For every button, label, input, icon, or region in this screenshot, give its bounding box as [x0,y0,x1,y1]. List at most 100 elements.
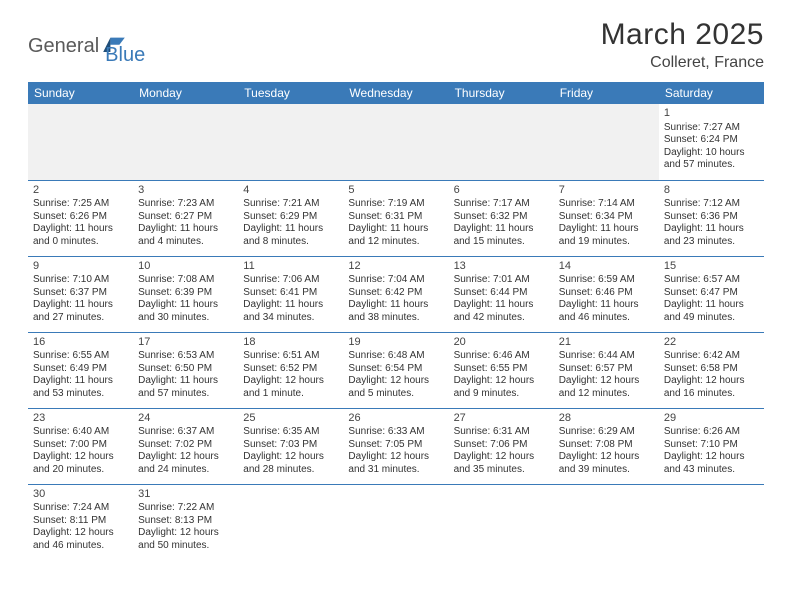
sunrise-line: Sunrise: 7:23 AM [138,198,233,211]
calendar-table: Sunday Monday Tuesday Wednesday Thursday… [28,82,764,560]
sunrise-line: Sunrise: 7:08 AM [138,274,233,287]
day-number: 23 [33,412,128,426]
sunset-line: Sunset: 6:29 PM [243,211,338,224]
daylight-line: Daylight: 12 hours and 50 minutes. [138,527,233,552]
sunrise-line: Sunrise: 7:10 AM [33,274,128,287]
calendar-cell: 15Sunrise: 6:57 AMSunset: 6:47 PMDayligh… [659,256,764,332]
sunset-line: Sunset: 6:57 PM [559,363,654,376]
calendar-cell: 3Sunrise: 7:23 AMSunset: 6:27 PMDaylight… [133,180,238,256]
day-header: Saturday [659,82,764,104]
day-number: 9 [33,260,128,274]
calendar-cell [449,484,554,560]
calendar-cell [343,104,448,180]
daylight-line: Daylight: 11 hours and 46 minutes. [559,299,654,324]
brand-part1: General [28,35,99,58]
sunset-line: Sunset: 6:24 PM [664,134,759,147]
day-number: 20 [454,336,549,350]
sunrise-line: Sunrise: 6:55 AM [33,350,128,363]
day-number: 8 [664,184,759,198]
calendar-cell: 8Sunrise: 7:12 AMSunset: 6:36 PMDaylight… [659,180,764,256]
sunrise-line: Sunrise: 6:40 AM [33,426,128,439]
sunset-line: Sunset: 6:47 PM [664,287,759,300]
day-number: 28 [559,412,654,426]
sunset-line: Sunset: 6:50 PM [138,363,233,376]
daylight-line: Daylight: 12 hours and 5 minutes. [348,375,443,400]
sunrise-line: Sunrise: 6:59 AM [559,274,654,287]
day-number: 3 [138,184,233,198]
sunset-line: Sunset: 7:10 PM [664,439,759,452]
calendar-cell: 30Sunrise: 7:24 AMSunset: 8:11 PMDayligh… [28,484,133,560]
calendar-cell: 24Sunrise: 6:37 AMSunset: 7:02 PMDayligh… [133,408,238,484]
calendar-week: 16Sunrise: 6:55 AMSunset: 6:49 PMDayligh… [28,332,764,408]
calendar-cell [133,104,238,180]
calendar-cell: 28Sunrise: 6:29 AMSunset: 7:08 PMDayligh… [554,408,659,484]
sunset-line: Sunset: 6:42 PM [348,287,443,300]
sunrise-line: Sunrise: 6:29 AM [559,426,654,439]
daylight-line: Daylight: 12 hours and 39 minutes. [559,451,654,476]
daylight-line: Daylight: 12 hours and 24 minutes. [138,451,233,476]
calendar-cell: 20Sunrise: 6:46 AMSunset: 6:55 PMDayligh… [449,332,554,408]
sunrise-line: Sunrise: 7:12 AM [664,198,759,211]
day-number: 4 [243,184,338,198]
calendar-week: 23Sunrise: 6:40 AMSunset: 7:00 PMDayligh… [28,408,764,484]
day-number: 6 [454,184,549,198]
calendar-cell: 16Sunrise: 6:55 AMSunset: 6:49 PMDayligh… [28,332,133,408]
calendar-cell [659,484,764,560]
daylight-line: Daylight: 11 hours and 0 minutes. [33,223,128,248]
sunset-line: Sunset: 6:46 PM [559,287,654,300]
sunset-line: Sunset: 6:26 PM [33,211,128,224]
daylight-line: Daylight: 11 hours and 38 minutes. [348,299,443,324]
sunset-line: Sunset: 6:31 PM [348,211,443,224]
day-number: 11 [243,260,338,274]
day-header: Thursday [449,82,554,104]
sunrise-line: Sunrise: 7:22 AM [138,502,233,515]
sunset-line: Sunset: 6:27 PM [138,211,233,224]
sunrise-line: Sunrise: 6:31 AM [454,426,549,439]
day-number: 5 [348,184,443,198]
sunset-line: Sunset: 6:49 PM [33,363,128,376]
daylight-line: Daylight: 12 hours and 9 minutes. [454,375,549,400]
daylight-line: Daylight: 11 hours and 30 minutes. [138,299,233,324]
sunrise-line: Sunrise: 6:48 AM [348,350,443,363]
calendar-page: General Blue March 2025 Colleret, France… [0,0,792,560]
day-number: 26 [348,412,443,426]
day-number: 24 [138,412,233,426]
sunrise-line: Sunrise: 6:26 AM [664,426,759,439]
daylight-line: Daylight: 11 hours and 53 minutes. [33,375,128,400]
location-label: Colleret, France [601,54,764,72]
day-number: 14 [559,260,654,274]
calendar-cell: 12Sunrise: 7:04 AMSunset: 6:42 PMDayligh… [343,256,448,332]
sunset-line: Sunset: 6:55 PM [454,363,549,376]
day-header: Wednesday [343,82,448,104]
sunrise-line: Sunrise: 6:46 AM [454,350,549,363]
sunset-line: Sunset: 6:44 PM [454,287,549,300]
sunset-line: Sunset: 6:36 PM [664,211,759,224]
sunset-line: Sunset: 8:11 PM [33,515,128,528]
calendar-cell [554,104,659,180]
sunset-line: Sunset: 7:06 PM [454,439,549,452]
sunrise-line: Sunrise: 6:42 AM [664,350,759,363]
sunrise-line: Sunrise: 7:06 AM [243,274,338,287]
calendar-cell: 31Sunrise: 7:22 AMSunset: 8:13 PMDayligh… [133,484,238,560]
sunset-line: Sunset: 6:52 PM [243,363,338,376]
daylight-line: Daylight: 12 hours and 46 minutes. [33,527,128,552]
sunrise-line: Sunrise: 6:44 AM [559,350,654,363]
sunrise-line: Sunrise: 7:27 AM [664,122,759,135]
calendar-week: 30Sunrise: 7:24 AMSunset: 8:11 PMDayligh… [28,484,764,560]
daylight-line: Daylight: 12 hours and 31 minutes. [348,451,443,476]
sunset-line: Sunset: 7:05 PM [348,439,443,452]
sunrise-line: Sunrise: 6:35 AM [243,426,338,439]
day-number: 7 [559,184,654,198]
sunrise-line: Sunrise: 7:21 AM [243,198,338,211]
calendar-cell: 19Sunrise: 6:48 AMSunset: 6:54 PMDayligh… [343,332,448,408]
brand-logo: General Blue [28,18,145,67]
calendar-cell: 14Sunrise: 6:59 AMSunset: 6:46 PMDayligh… [554,256,659,332]
calendar-cell: 11Sunrise: 7:06 AMSunset: 6:41 PMDayligh… [238,256,343,332]
sunrise-line: Sunrise: 6:37 AM [138,426,233,439]
calendar-cell [554,484,659,560]
day-header: Friday [554,82,659,104]
calendar-cell [28,104,133,180]
calendar-cell: 23Sunrise: 6:40 AMSunset: 7:00 PMDayligh… [28,408,133,484]
daylight-line: Daylight: 11 hours and 42 minutes. [454,299,549,324]
sunset-line: Sunset: 8:13 PM [138,515,233,528]
